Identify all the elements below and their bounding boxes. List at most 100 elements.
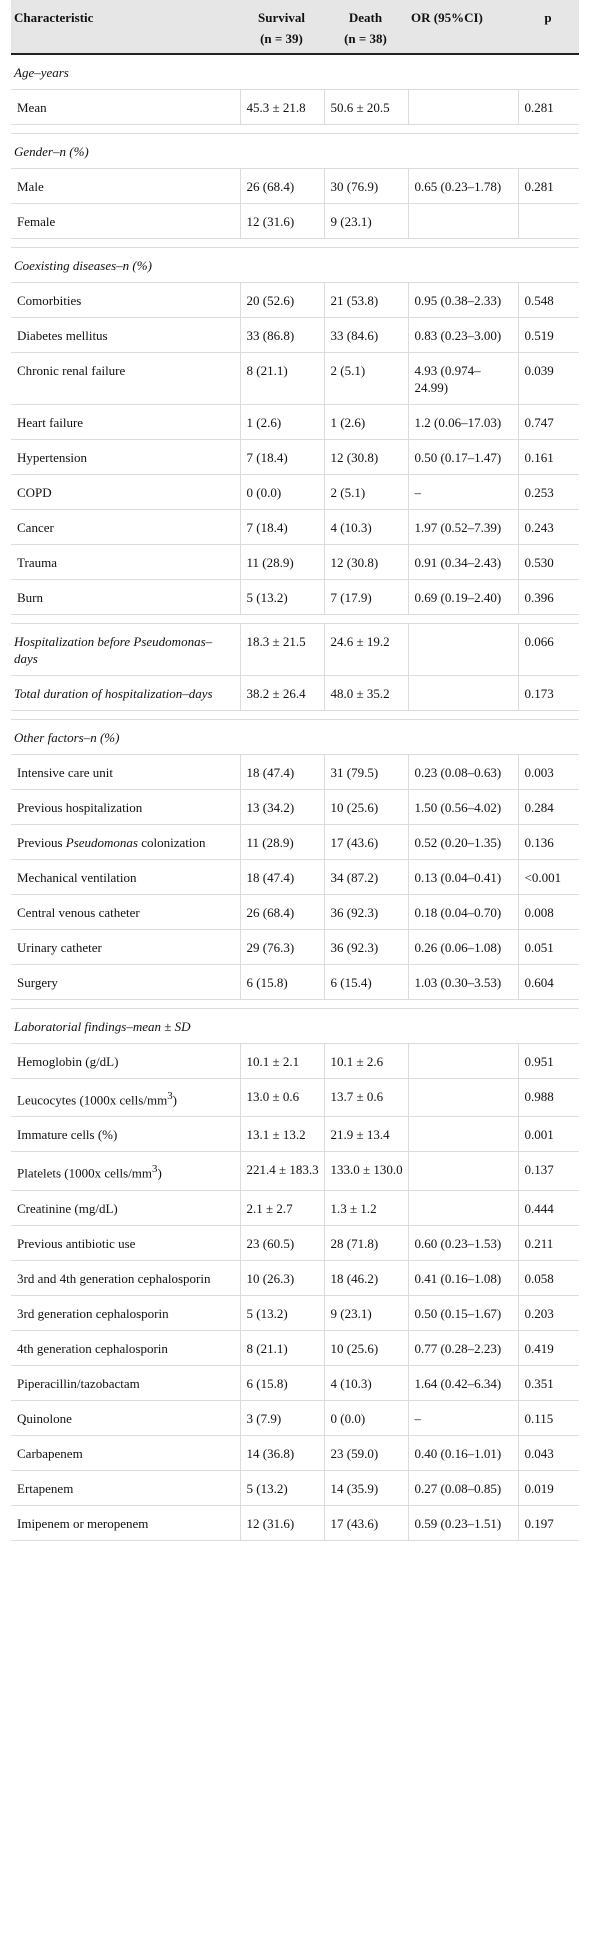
cell-survival: 38.2 ± 26.4	[240, 675, 325, 711]
table-body: Age–years Mean 45.3 ± 21.8 50.6 ± 20.5 0.28…	[11, 54, 579, 1541]
cell-survival: 12 (31.6)	[240, 1505, 325, 1541]
cell-or: 0.59 (0.23–1.51)	[408, 1505, 519, 1541]
cell-characteristic: Trauma	[11, 544, 241, 580]
cell-death: 6 (15.4)	[324, 964, 409, 1000]
cell-death: 34 (87.2)	[324, 859, 409, 895]
cell-death: 14 (35.9)	[324, 1470, 409, 1506]
cell-survival: 5 (13.2)	[240, 579, 325, 615]
table-header: Characteristic Survival (n = 39) Death (n …	[11, 0, 579, 55]
cell-death: 21.9 ± 13.4	[324, 1116, 409, 1153]
cell-or: 0.69 (0.19–2.40)	[408, 579, 519, 615]
section-lab: Laboratorial findings–mean ± SD	[11, 1008, 579, 1044]
cell-p: 0.039	[518, 352, 579, 405]
cell-p: 0.066	[518, 623, 579, 676]
table-row: Mean 45.3 ± 21.8 50.6 ± 20.5 0.281	[11, 89, 579, 125]
cell-survival: 26 (68.4)	[240, 168, 325, 204]
section-row: Age–years	[11, 54, 579, 90]
cell-survival: 3 (7.9)	[240, 1400, 325, 1436]
table-row: Creatinine (mg/dL) 2.1 ± 2.7 1.3 ± 1.2 0.44…	[11, 1190, 579, 1226]
cell-or: 1.2 (0.06–17.03)	[408, 404, 519, 440]
spacer-row	[11, 614, 579, 624]
cell-p: 0.548	[518, 282, 579, 318]
table-row: Central venous catheter 26 (68.4) 36 (92.3…	[11, 894, 579, 930]
cell-characteristic: Intensive care unit	[11, 754, 241, 790]
cell-or: 0.13 (0.04–0.41)	[408, 859, 519, 895]
table-row: Previous hospitalization 13 (34.2) 10 (25.…	[11, 789, 579, 825]
cell-or	[408, 675, 519, 711]
cell-death: 7 (17.9)	[324, 579, 409, 615]
table-row: Male 26 (68.4) 30 (76.9) 0.65 (0.23–1.78) 0.…	[11, 168, 579, 204]
cell-p: 0.051	[518, 929, 579, 965]
cell-characteristic: Burn	[11, 579, 241, 615]
spacer	[11, 614, 579, 624]
cell-death: 13.7 ± 0.6	[324, 1078, 409, 1118]
cell-death: 9 (23.1)	[324, 203, 409, 239]
cell-death: 23 (59.0)	[324, 1435, 409, 1471]
spacer	[11, 238, 579, 248]
cell-survival: 26 (68.4)	[240, 894, 325, 930]
spacer-row	[11, 710, 579, 720]
cell-characteristic: 4th generation cephalosporin	[11, 1330, 241, 1366]
cell-p: 0.043	[518, 1435, 579, 1471]
spacer-row	[11, 124, 579, 134]
table-row: Hemoglobin (g/dL) 10.1 ± 2.1 10.1 ± 2.6 0.9…	[11, 1043, 579, 1079]
cell-p: 0.253	[518, 474, 579, 510]
cell-characteristic: Immature cells (%)	[11, 1116, 241, 1153]
cell-survival: 13 (34.2)	[240, 789, 325, 825]
cell-or	[408, 203, 519, 239]
cell-p: 0.008	[518, 894, 579, 930]
cell-p: <0.001	[518, 859, 579, 895]
cell-text: colonization	[137, 835, 206, 850]
cell-survival: 5 (13.2)	[240, 1295, 325, 1331]
cell-or: 0.60 (0.23–1.53)	[408, 1225, 519, 1261]
cell-survival: 33 (86.8)	[240, 317, 325, 353]
cell-characteristic: Previous hospitalization	[11, 789, 241, 825]
cell-survival: 10.1 ± 2.1	[240, 1043, 325, 1079]
table-row: Burn 5 (13.2) 7 (17.9) 0.69 (0.19–2.40) 0.39…	[11, 579, 579, 615]
cell-p: 0.530	[518, 544, 579, 580]
cell-p	[518, 203, 579, 239]
cell-p: 0.281	[518, 89, 579, 125]
cell-survival: 23 (60.5)	[240, 1225, 325, 1261]
cell-or: 0.50 (0.15–1.67)	[408, 1295, 519, 1331]
cell-or	[408, 623, 519, 676]
cell-survival: 1 (2.6)	[240, 404, 325, 440]
section-gender: Gender–n (%)	[11, 133, 579, 169]
cell-or	[408, 1190, 519, 1226]
cell-characteristic: Quinolone	[11, 1400, 241, 1436]
cell-death: 2 (5.1)	[324, 352, 409, 405]
cell-survival: 18.3 ± 21.5	[240, 623, 325, 676]
section-row: Other factors–n (%)	[11, 719, 579, 755]
table-row: Comorbities 20 (52.6) 21 (53.8) 0.95 (0.38–…	[11, 282, 579, 318]
cell-p: 0.747	[518, 404, 579, 440]
cell-survival: 8 (21.1)	[240, 1330, 325, 1366]
section-row: Laboratorial findings–mean ± SD	[11, 1008, 579, 1044]
cell-or: 4.93 (0.974–24.99)	[408, 352, 519, 405]
cell-or	[408, 1078, 519, 1118]
cell-characteristic: COPD	[11, 474, 241, 510]
cell-death: 17 (43.6)	[324, 824, 409, 860]
cell-survival: 2.1 ± 2.7	[240, 1190, 325, 1226]
cell-or: –	[408, 1400, 519, 1436]
cell-characteristic: Surgery	[11, 964, 241, 1000]
table-row: Trauma 11 (28.9) 12 (30.8) 0.91 (0.34–2.43)…	[11, 544, 579, 580]
table-row: Hospitalization before Pseudomonas–days 1…	[11, 623, 579, 676]
table-row: Quinolone 3 (7.9) 0 (0.0) –0.115	[11, 1400, 579, 1436]
cell-survival: 8 (21.1)	[240, 352, 325, 405]
cell-survival: 11 (28.9)	[240, 824, 325, 860]
cell-p: 0.519	[518, 317, 579, 353]
cell-p: 0.604	[518, 964, 579, 1000]
cell-characteristic: Central venous catheter	[11, 894, 241, 930]
header-death-n: (n = 38)	[344, 31, 387, 46]
cell-death: 30 (76.9)	[324, 168, 409, 204]
cell-p: 0.003	[518, 754, 579, 790]
cell-or: 1.50 (0.56–4.02)	[408, 789, 519, 825]
table-row: Female 12 (31.6) 9 (23.1)	[11, 203, 579, 239]
section-row: Coexisting diseases–n (%)	[11, 247, 579, 283]
spacer	[11, 710, 579, 720]
cell-survival: 18 (47.4)	[240, 754, 325, 790]
cell-death: 12 (30.8)	[324, 544, 409, 580]
table-row: Chronic renal failure 8 (21.1) 2 (5.1) 4.93…	[11, 352, 579, 405]
cell-characteristic: Piperacillin/tazobactam	[11, 1365, 241, 1401]
characteristics-table: Characteristic Survival (n = 39) Death (n …	[11, 0, 579, 1541]
